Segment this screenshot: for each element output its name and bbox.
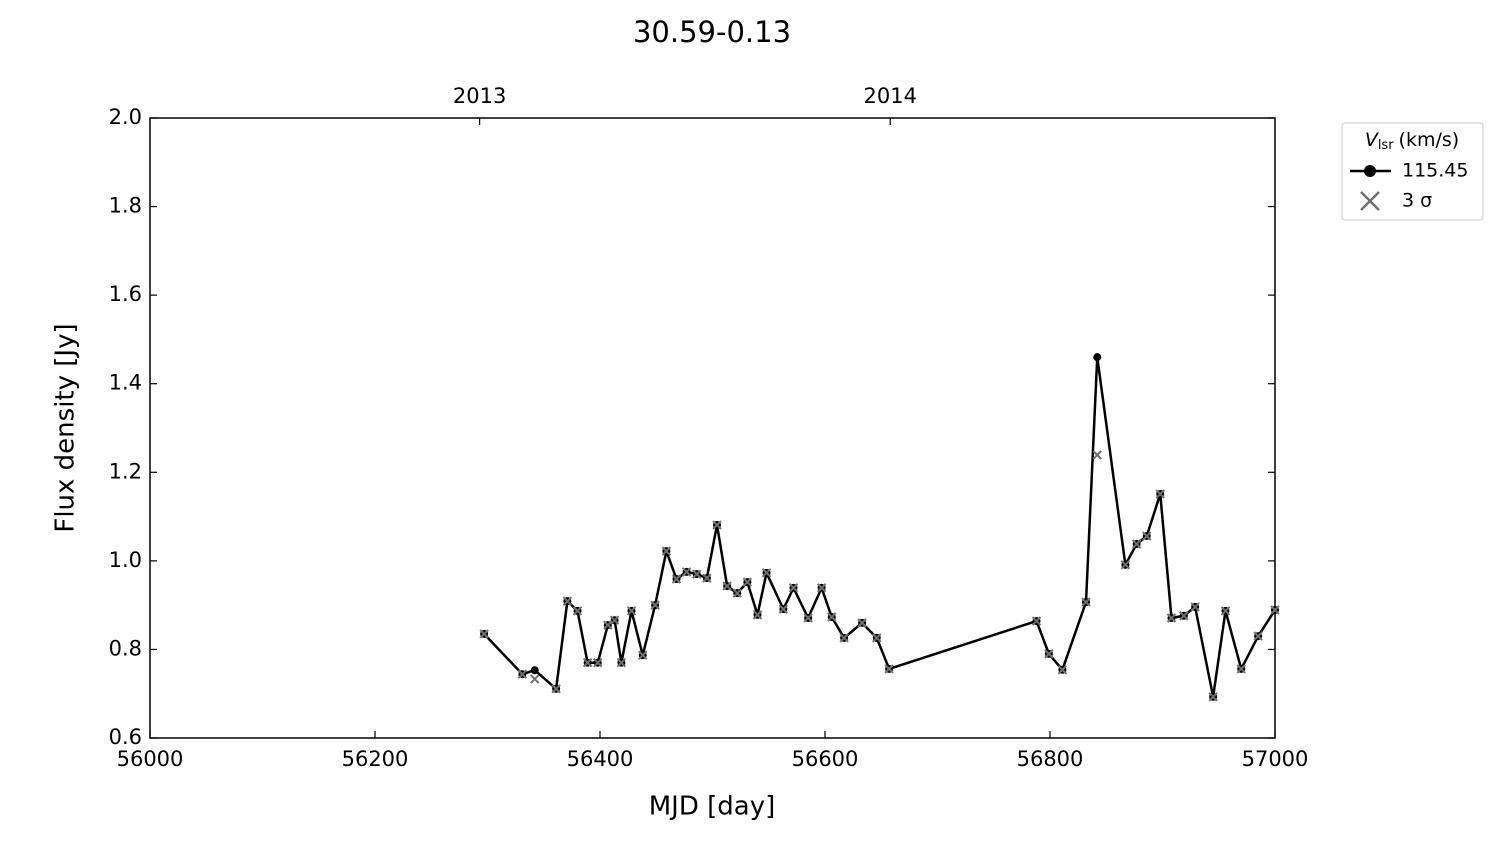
cross-marker xyxy=(681,567,692,577)
cross-marker xyxy=(857,618,867,628)
cross-marker xyxy=(1220,606,1231,616)
cross-marker xyxy=(1270,605,1280,615)
cross-marker xyxy=(1155,489,1165,499)
cross-marker xyxy=(752,610,763,620)
legend-title-subscript: lsr xyxy=(1378,138,1394,153)
cross-marker xyxy=(692,569,702,579)
legend-label: 3 σ xyxy=(1402,190,1432,212)
cross-marker xyxy=(1166,613,1177,623)
cross-marker xyxy=(1092,450,1102,460)
point xyxy=(530,666,539,675)
x-tick-label: 56200 xyxy=(342,747,409,771)
cross-marker xyxy=(530,674,540,684)
cross-marker xyxy=(671,574,682,584)
cross-marker xyxy=(593,658,603,668)
cross-marker xyxy=(827,612,837,622)
legend-marker xyxy=(1360,191,1380,211)
cross-marker xyxy=(761,568,772,578)
y-tick-label: 1.6 xyxy=(109,282,142,306)
chart-title: 30.59-0.13 xyxy=(633,15,791,49)
cross-marker xyxy=(562,596,573,606)
cross-marker xyxy=(609,615,620,625)
legend-box xyxy=(1341,122,1484,221)
x-tick-label: 57000 xyxy=(1242,747,1309,771)
cross-marker xyxy=(1253,631,1263,641)
cross-marker xyxy=(1208,692,1218,702)
y-tick-label: 1.8 xyxy=(109,194,142,218)
cross-marker xyxy=(839,633,849,643)
cross-marker xyxy=(1190,602,1200,612)
cross-marker xyxy=(884,664,894,674)
cross-marker xyxy=(1081,597,1091,607)
x-tick-label: 56000 xyxy=(117,747,184,771)
y-axis-label: Flux density [Jy] xyxy=(51,323,81,532)
cross-marker xyxy=(732,588,742,598)
legend-label: 115.45 xyxy=(1402,160,1468,182)
cross-marker xyxy=(517,669,528,679)
cross-marker xyxy=(872,633,882,643)
y-tick-label: 1.4 xyxy=(109,371,142,395)
cross-marker xyxy=(1057,665,1068,675)
cross-marker xyxy=(1044,649,1054,659)
cross-marker xyxy=(1031,616,1042,626)
cross-marker xyxy=(638,650,648,660)
x-tick-label: 56400 xyxy=(567,747,634,771)
cross-marker xyxy=(1142,531,1152,541)
cross-marker xyxy=(479,629,489,639)
cross-marker xyxy=(1120,560,1131,570)
cross-marker xyxy=(661,546,672,556)
cross-marker xyxy=(788,583,799,593)
cross-marker xyxy=(582,658,593,668)
legend-marker xyxy=(1364,165,1376,177)
x-tick-label: 56600 xyxy=(792,747,859,771)
cross-marker xyxy=(603,620,613,630)
cross-marker xyxy=(650,600,660,610)
y-tick-label: 1.2 xyxy=(109,459,142,483)
cross-marker xyxy=(1131,539,1142,549)
cross-marker xyxy=(778,604,789,614)
cross-marker xyxy=(722,581,732,591)
cross-marker xyxy=(1179,611,1189,621)
top-x-tick-label: 2014 xyxy=(864,84,917,108)
legend-title-symbol: V xyxy=(1365,129,1380,151)
cross-marker xyxy=(572,606,583,616)
cross-marker xyxy=(803,613,813,623)
y-tick-label: 0.6 xyxy=(109,725,142,749)
series-line xyxy=(483,355,1277,699)
x-tick-label: 56800 xyxy=(1017,747,1084,771)
point xyxy=(1093,353,1102,362)
cross-marker xyxy=(551,684,561,694)
x-axis-label: MJD [day] xyxy=(649,792,776,822)
y-tick-label: 1.0 xyxy=(109,548,142,572)
y-tick-label: 0.8 xyxy=(109,636,142,660)
cross-marker xyxy=(1236,664,1246,674)
top-x-tick-label: 2013 xyxy=(453,84,506,108)
cross-marker xyxy=(742,577,753,587)
cross-marker xyxy=(626,606,637,616)
cross-marker xyxy=(702,573,712,583)
y-tick-label: 2.0 xyxy=(109,105,142,129)
cross-marker xyxy=(616,658,627,668)
legend-title-unit: (km/s) xyxy=(1399,129,1460,151)
cross-marker xyxy=(712,520,722,530)
plot-frame xyxy=(149,117,1276,739)
legend-title: Vlsr (km/s) xyxy=(1365,129,1459,153)
cross-marker xyxy=(816,583,827,593)
legend: Vlsr (km/s) 115.45 3 σ xyxy=(1341,122,1484,221)
